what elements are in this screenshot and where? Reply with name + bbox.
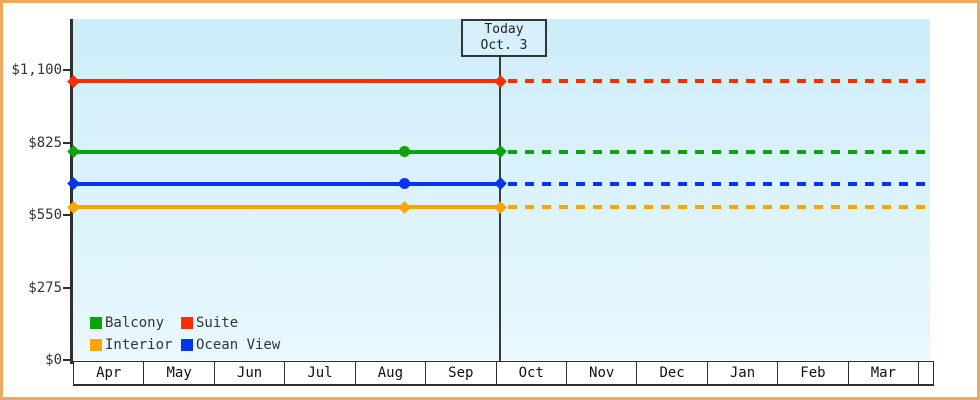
marker-circle [398, 146, 410, 158]
month-cell-sliver [919, 362, 935, 384]
series-line-solid-balcony [73, 149, 500, 154]
legend-item-ocean-view: Ocean View [181, 337, 280, 353]
legend-label: Interior [105, 337, 173, 353]
month-cell-sep: Sep [426, 362, 497, 384]
y-tick-label: $275 [28, 279, 62, 296]
series-line-dashed-interior [500, 205, 930, 210]
y-tick-label: $550 [28, 207, 62, 223]
y-tick-mark [63, 214, 71, 216]
y-tick-mark [63, 69, 71, 71]
legend: Balcony Suite Interior Ocean View [90, 312, 280, 356]
y-axis-line [70, 19, 73, 364]
y-tick-mark [63, 141, 71, 144]
series-line-solid-interior [73, 205, 500, 210]
today-label: Today [484, 22, 524, 37]
legend-label: Ocean View [196, 337, 281, 353]
month-cell-nov: Nov [567, 362, 638, 384]
y-tick-mark [63, 286, 71, 289]
today-annotation: Today Oct. 3 [461, 19, 547, 57]
series-line-dashed-ocean-view [500, 181, 930, 186]
legend-item-balcony: Balcony [90, 315, 181, 331]
month-cell-may: May [144, 362, 215, 384]
series-line-dashed-suite [500, 79, 930, 84]
y-tick-label: $0 [45, 352, 62, 368]
today-date: Oct. 3 [480, 38, 528, 53]
series-line-dashed-balcony [500, 149, 930, 154]
y-tick-label: $1,100 [11, 62, 62, 78]
legend-label: Balcony [105, 315, 165, 331]
legend-item-suite: Suite [181, 315, 280, 331]
legend-swatch [90, 339, 102, 351]
y-tick-mark [63, 359, 71, 361]
month-cell-dec: Dec [637, 362, 708, 384]
month-cell-oct: Oct [497, 362, 567, 384]
month-cell-feb: Feb [778, 362, 849, 384]
month-cell-aug: Aug [356, 362, 427, 384]
month-cell-mar: Mar [849, 362, 920, 384]
x-axis-months: Apr May Jun Jul Aug Sep Oct Nov Dec Jan Feb Mar [73, 361, 935, 386]
month-cell-jan: Jan [708, 362, 779, 384]
legend-swatch [90, 317, 102, 329]
legend-swatch [181, 339, 193, 351]
legend-item-interior: Interior [90, 337, 181, 353]
legend-label: Suite [196, 315, 239, 331]
series-line-solid-suite [73, 79, 500, 84]
legend-swatch [181, 317, 193, 329]
series-line-solid-ocean-view [73, 181, 500, 186]
plot-area [73, 19, 930, 360]
marker-circle [398, 178, 410, 190]
month-cell-jun: Jun [215, 362, 286, 384]
y-tick-label: $825 [28, 134, 62, 151]
month-cell-jul: Jul [285, 362, 356, 384]
month-cell-apr: Apr [74, 362, 145, 384]
